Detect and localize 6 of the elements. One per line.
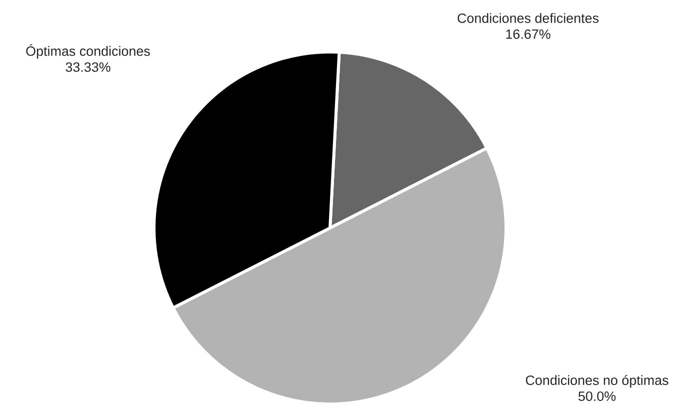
- data-label: 16.67%: [506, 29, 550, 39]
- slice-label: Condiciones no óptimas: [526, 375, 668, 388]
- slice-label: Óptimas condiciones: [26, 44, 150, 59]
- data-label: 50.0%: [578, 391, 616, 401]
- data-label: 33.33%: [66, 62, 110, 72]
- slice-label: Condiciones deficientes: [458, 13, 599, 23]
